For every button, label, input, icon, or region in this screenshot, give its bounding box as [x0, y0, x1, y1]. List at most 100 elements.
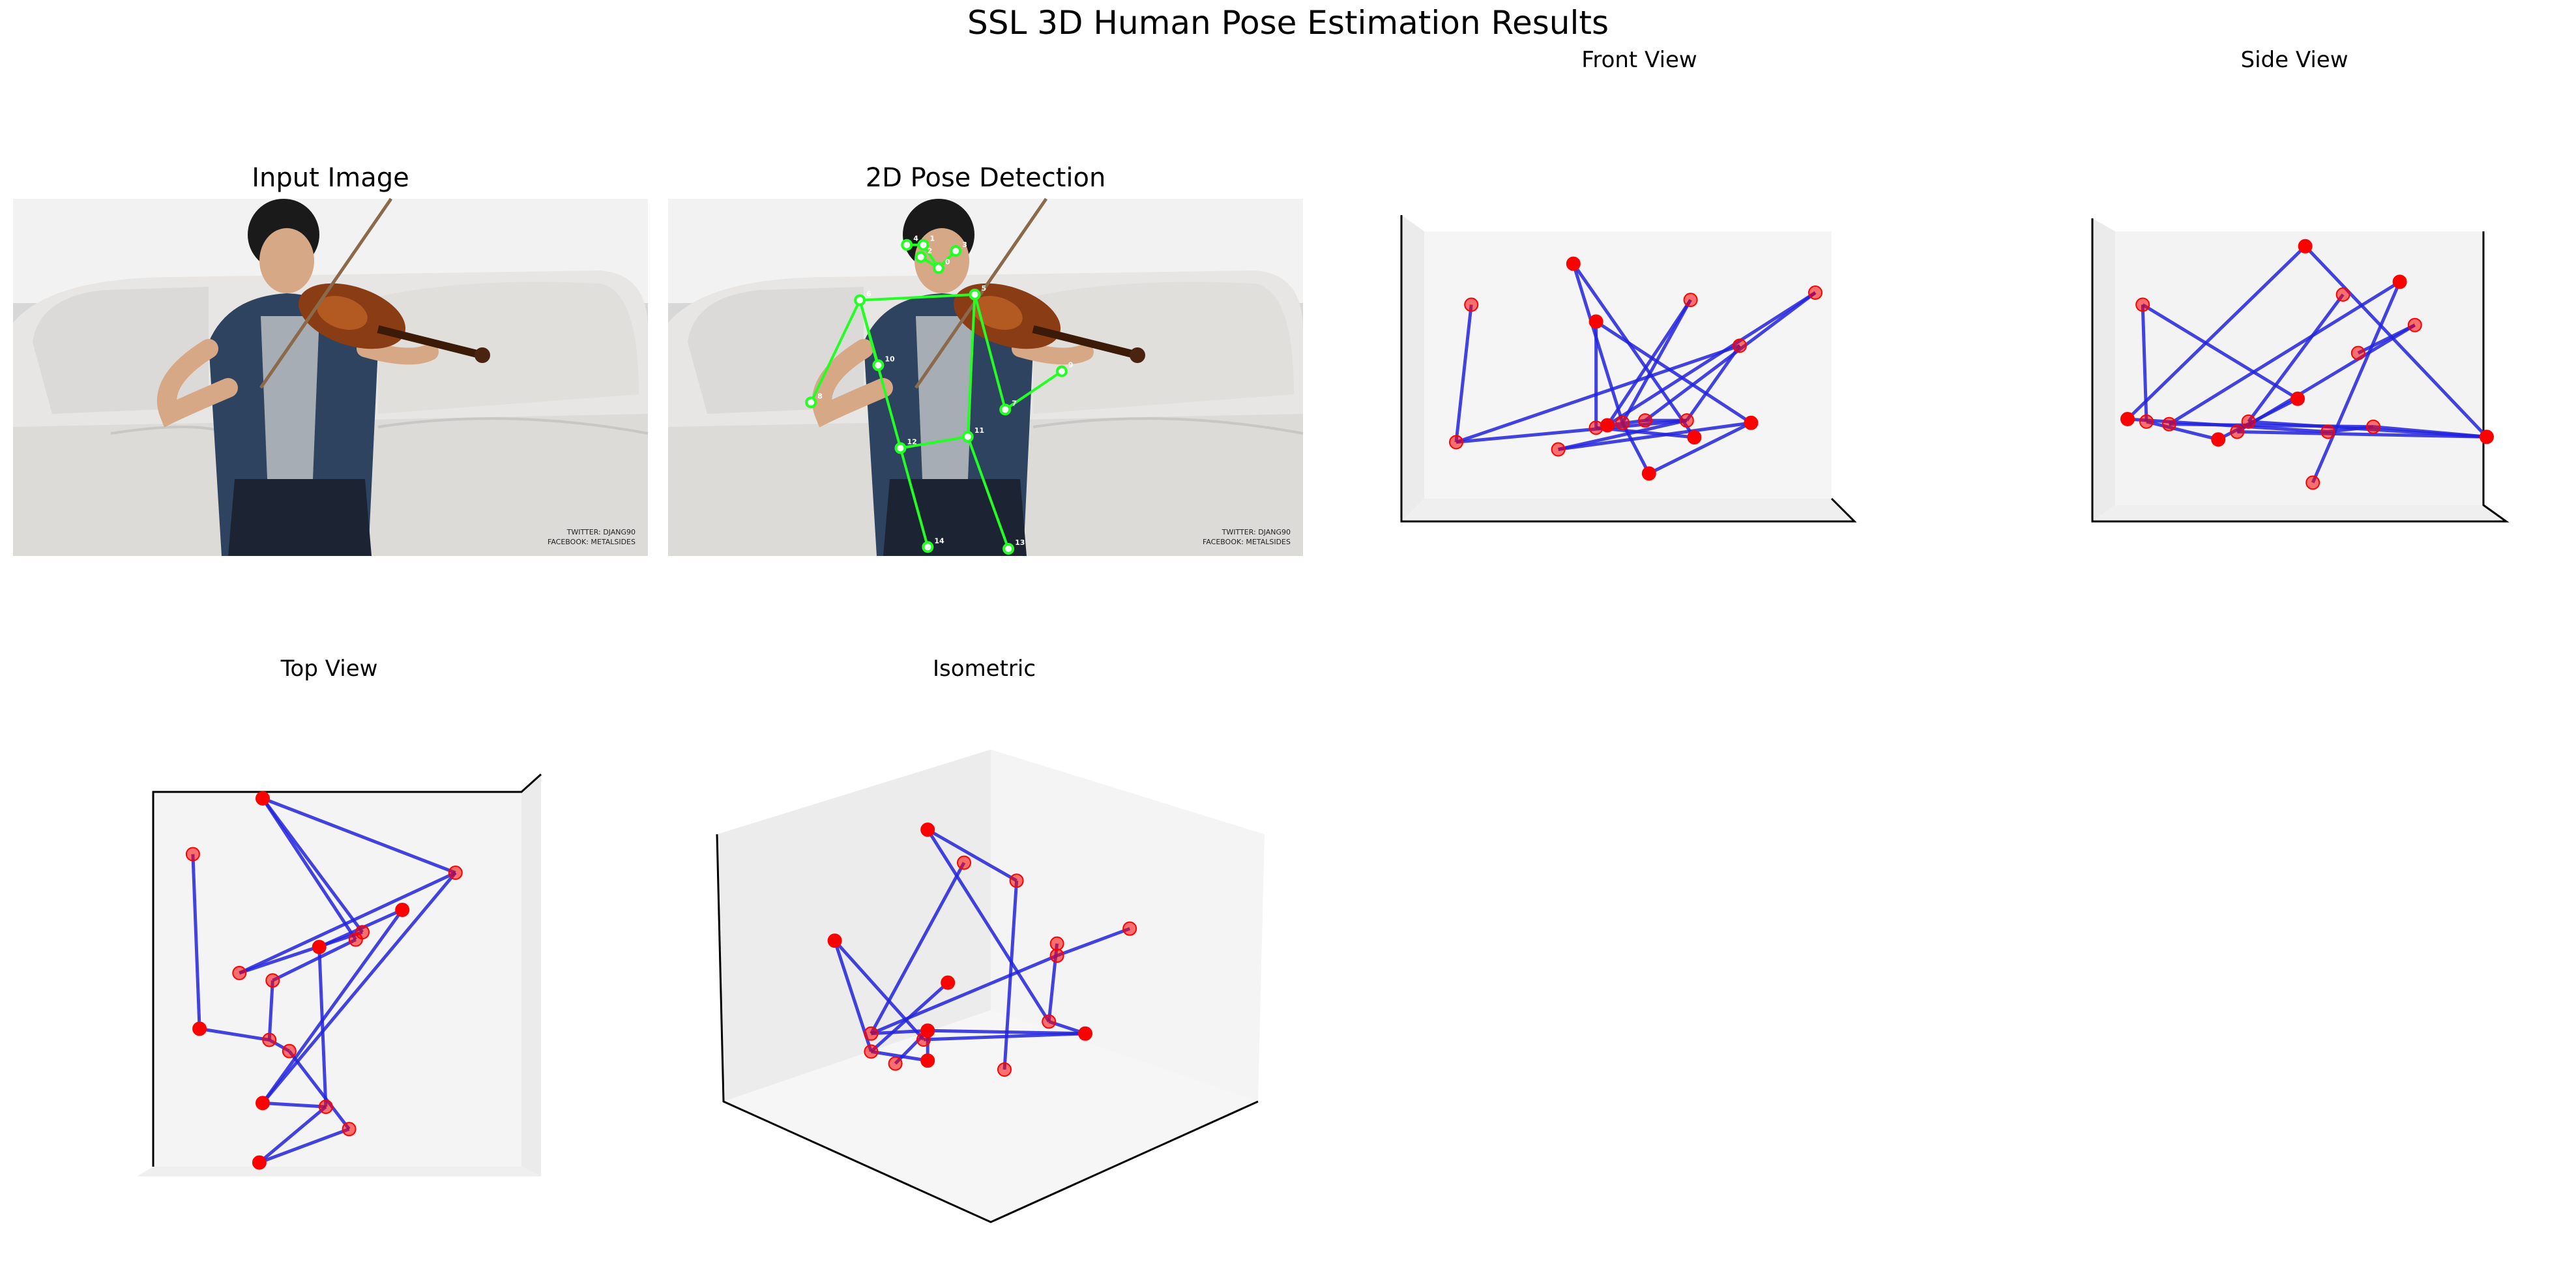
skeleton-edge [262, 796, 456, 875]
skeleton-edge [2141, 303, 2299, 400]
pose-2d-keypoint-label: 5 [981, 284, 986, 293]
joint-marker [2241, 414, 2256, 429]
pose-2d-keypoint-label: 8 [817, 392, 823, 400]
pose-2d-keypoint [932, 262, 944, 274]
joint-marker [2211, 432, 2226, 447]
joint-marker [448, 866, 463, 880]
pose-2d-panel: TWITTER: DJANG90 FACEBOOK: METALSIDES 0 1… [668, 197, 1304, 556]
skeleton-edge [1620, 422, 1651, 474]
skeleton-edge [287, 1050, 351, 1130]
side-view-plot [2091, 218, 2510, 523]
pose-2d-keypoint [969, 288, 981, 300]
joint-marker [2366, 419, 2380, 434]
joint-marker [2480, 430, 2494, 445]
joint-marker [1615, 415, 1630, 430]
joint-marker [256, 1096, 270, 1111]
joint-marker [997, 1062, 1012, 1077]
skeleton-edge [2373, 425, 2487, 439]
joint-marker [265, 973, 280, 988]
joint-marker [1009, 873, 1024, 888]
skeleton-edge [262, 1101, 327, 1109]
joint-marker [1449, 435, 1463, 450]
pose-2d-keypoint-label: 14 [934, 536, 944, 545]
skeleton-edge [317, 946, 328, 1107]
skeleton-edge [926, 828, 1017, 883]
joint-marker [232, 965, 247, 980]
skeleton-edge [2146, 420, 2219, 441]
watermark-line-2: FACEBOOK: METALSIDES [1203, 538, 1291, 546]
pose-2d-keypoint [915, 251, 927, 263]
skeleton-edge [1056, 927, 1131, 957]
pose-2d-keypoint-label: 13 [1015, 538, 1025, 547]
pose-2d-keypoint [999, 403, 1012, 416]
skeleton-edge [258, 1105, 327, 1164]
skeleton-edge [1558, 421, 1751, 451]
skeleton-edge [870, 954, 1058, 1036]
skeleton-edge [1648, 421, 1752, 475]
joint-marker [864, 1026, 879, 1041]
joint-marker [2305, 475, 2320, 490]
watermark-line-2: FACEBOOK: METALSIDES [548, 538, 636, 546]
joint-marker [185, 847, 200, 862]
joint-marker [1808, 285, 1822, 300]
isometric-title: Isometric [932, 656, 1036, 682]
side-view-title: Side View [2240, 47, 2349, 73]
pose-2d-keypoint-label: 0 [945, 257, 950, 266]
skeleton-edge [870, 862, 966, 1034]
skeleton-edge [272, 938, 357, 982]
joint-marker [192, 1021, 207, 1036]
skeleton-edge [191, 854, 201, 1029]
pose-2d-title: 2D Pose Detection [865, 163, 1106, 193]
skeleton-edge [1456, 344, 1740, 444]
joint-marker [1049, 948, 1064, 963]
skeleton-edge [871, 1049, 928, 1062]
skeleton-edge [261, 871, 457, 1105]
joint-marker [2161, 416, 2176, 431]
joint-marker [1049, 936, 1064, 951]
skeleton-edge [2237, 430, 2487, 439]
skeleton-edge [199, 1027, 270, 1042]
skeleton-edge [1595, 320, 1752, 424]
joint-marker [342, 1122, 357, 1137]
pose-2d-keypoint-label: 12 [907, 438, 916, 446]
joint-marker [1733, 338, 1747, 353]
joint-marker [2335, 287, 2350, 302]
top-view-plot [137, 773, 542, 1176]
skeleton-edge [1572, 263, 1624, 424]
pose-2d-keypoint [1055, 365, 1068, 377]
joint-marker [1679, 413, 1694, 428]
joint-marker [920, 823, 935, 837]
pose-2d-keypoint [922, 541, 934, 553]
pose-2d-keypoint [854, 294, 866, 306]
joint-marker [941, 975, 956, 990]
pose-2d-keypoint [917, 239, 929, 251]
joint-marker [1638, 413, 1652, 428]
joint-marker [1042, 1014, 1057, 1029]
joint-marker [1687, 430, 1702, 445]
joint-marker [2298, 239, 2313, 254]
skeleton-edge [926, 828, 1051, 1023]
skeleton-edge [261, 909, 404, 1104]
pose-2d-keypoint-label: 11 [974, 426, 984, 435]
skeleton-edge [2328, 425, 2374, 433]
side-view-panel [2037, 189, 2552, 541]
pose-2d-edge [973, 294, 1007, 410]
skeleton-edge [2168, 280, 2401, 426]
front-view-title: Front View [1581, 47, 1697, 73]
joint-marker [1588, 314, 1603, 329]
joint-marker [2392, 274, 2407, 289]
skeleton-edge [259, 1127, 350, 1164]
joint-marker [2291, 391, 2305, 406]
joint-marker [2139, 414, 2154, 429]
joint-marker [1744, 415, 1759, 430]
watermark-line-1: TWITTER: DJANG90 [566, 528, 636, 536]
joint-marker [2320, 424, 2335, 439]
joint-marker [1551, 442, 1566, 457]
pose-2d-keypoint [950, 245, 962, 257]
isometric-plot [716, 750, 1265, 1223]
joint-marker [256, 791, 270, 806]
joint-marker [1641, 466, 1656, 481]
pose-2d-edge [966, 294, 976, 437]
front-view-panel [1382, 189, 1897, 541]
pose-2d-keypoint-label: 6 [866, 290, 871, 299]
